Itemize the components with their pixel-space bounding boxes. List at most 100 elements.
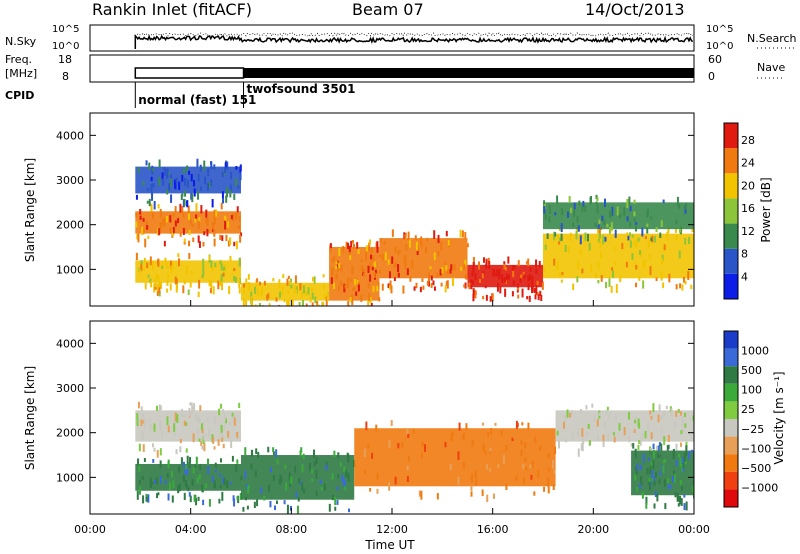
power-colorbar-tick: 16 xyxy=(741,202,755,215)
velocity-speckle xyxy=(662,460,665,464)
power-speckle xyxy=(193,188,196,197)
power-speckle xyxy=(159,222,162,231)
velocity-colorbar-swatch xyxy=(724,401,738,419)
velocity-speckle xyxy=(547,477,550,487)
power-speckle xyxy=(326,306,328,311)
velocity-colorbar-swatch xyxy=(724,366,738,384)
power-speckle xyxy=(309,297,312,303)
power-speckle xyxy=(374,269,377,274)
power-speckle xyxy=(433,286,436,291)
power-speckle xyxy=(206,217,209,226)
velocity-speckle xyxy=(143,458,146,463)
velocity-speckle xyxy=(390,420,393,426)
velocity-speckle xyxy=(515,475,518,481)
velocity-speckle xyxy=(244,470,247,479)
power-speckle xyxy=(181,205,184,214)
velocity-speckle xyxy=(190,402,193,406)
power-speckle xyxy=(387,259,390,265)
velocity-colorbar-tick: 500 xyxy=(741,364,762,377)
velocity-speckle xyxy=(247,485,250,489)
velocity-speckle xyxy=(641,433,644,439)
power-speckle xyxy=(495,273,498,277)
power-speckle xyxy=(208,182,211,189)
velocity-speckle xyxy=(490,428,493,435)
velocity-speckle xyxy=(591,403,594,408)
velocity-speckle xyxy=(193,402,196,412)
power-speckle xyxy=(186,165,189,172)
power-speckle xyxy=(163,219,166,227)
power-speckle xyxy=(343,283,346,293)
power-speckle xyxy=(221,282,224,291)
power-speckle xyxy=(553,231,556,241)
power-speckle xyxy=(347,301,350,306)
velocity-speckle xyxy=(334,506,337,511)
power-speckle xyxy=(430,275,433,281)
velocity-speckle xyxy=(233,417,236,426)
power-speckle xyxy=(566,211,569,218)
power-speckle xyxy=(576,276,579,283)
velocity-speckle xyxy=(171,470,174,478)
power-speckle xyxy=(370,247,373,254)
velocity-speckle xyxy=(136,413,139,419)
power-speckle xyxy=(381,283,384,291)
power-speckle xyxy=(258,281,261,286)
velocity-speckle xyxy=(650,432,653,440)
velocity-speckle xyxy=(177,485,180,494)
velocity-speckle xyxy=(681,464,684,472)
nave-tick-top: 60 xyxy=(708,53,722,66)
velocity-speckle xyxy=(231,412,234,417)
velocity-speckle xyxy=(348,508,351,513)
power-speckle xyxy=(504,266,507,271)
power-speckle xyxy=(543,205,546,214)
velocity-speckle xyxy=(520,440,523,445)
power-speckle xyxy=(376,309,378,315)
power-band-6 xyxy=(467,264,543,288)
power-speckle xyxy=(135,213,138,218)
velocity-speckle xyxy=(189,402,192,406)
power-speckle xyxy=(317,304,320,306)
velocity-speckle xyxy=(192,467,195,474)
velocity-speckle xyxy=(219,473,222,477)
velocity-speckle xyxy=(436,493,439,500)
velocity-speckle xyxy=(609,412,612,416)
power-speckle xyxy=(157,227,160,236)
power-band-7 xyxy=(543,233,694,279)
power-speckle xyxy=(238,257,241,267)
power-speckle xyxy=(247,309,249,313)
power-speckle xyxy=(464,259,467,266)
power-speckle xyxy=(238,215,241,222)
power-speckle xyxy=(229,255,232,262)
velocity-speckle xyxy=(388,440,391,449)
power-speckle xyxy=(189,280,192,288)
velocity-colorbar-tick: −1000 xyxy=(741,481,778,494)
velocity-speckle xyxy=(136,490,139,500)
power-speckle xyxy=(451,277,454,286)
power-speckle xyxy=(208,279,211,287)
power-colorbar-tick: 28 xyxy=(741,134,755,147)
power-speckle xyxy=(384,252,387,261)
velocity-speckle xyxy=(269,467,272,473)
power-speckle xyxy=(356,280,359,284)
power-speckle xyxy=(487,257,490,265)
power-speckle xyxy=(415,241,418,251)
cpid-mode-normal: normal (fast) 151 xyxy=(138,93,256,107)
power-speckle xyxy=(158,281,161,288)
velocity-speckle xyxy=(658,404,661,412)
velocity-colorbar-swatch xyxy=(724,419,738,437)
power-speckle xyxy=(546,233,549,239)
velocity-speckle xyxy=(656,453,659,458)
power-speckle xyxy=(678,203,681,209)
power-speckle xyxy=(628,232,631,237)
velocity-speckle xyxy=(255,448,258,455)
power-speckle xyxy=(483,257,486,263)
power-speckle xyxy=(463,284,466,288)
velocity-speckle xyxy=(646,468,649,475)
power-speckle xyxy=(167,183,170,192)
power-speckle xyxy=(561,271,564,276)
velocity-speckle xyxy=(222,443,225,449)
velocity-speckle xyxy=(652,449,655,459)
power-speckle xyxy=(142,228,145,235)
power-speckle xyxy=(446,280,449,289)
power-speckle xyxy=(365,245,368,252)
cpid-mode-twofsound: twofsound 3501 xyxy=(247,82,356,96)
